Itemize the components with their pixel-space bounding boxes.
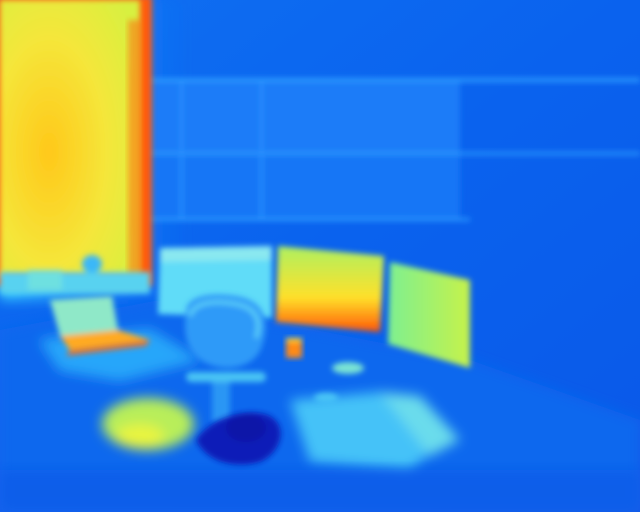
upper-cabinets xyxy=(140,78,640,221)
laptop xyxy=(50,296,150,356)
monitor-center xyxy=(276,246,384,332)
monitor-right xyxy=(388,262,470,368)
cold-object xyxy=(196,412,281,466)
office-chair xyxy=(185,294,266,422)
floor xyxy=(0,470,640,512)
windowsill-objects xyxy=(0,255,150,294)
window xyxy=(0,0,152,286)
cup xyxy=(286,338,302,358)
warm-patches xyxy=(102,392,460,470)
